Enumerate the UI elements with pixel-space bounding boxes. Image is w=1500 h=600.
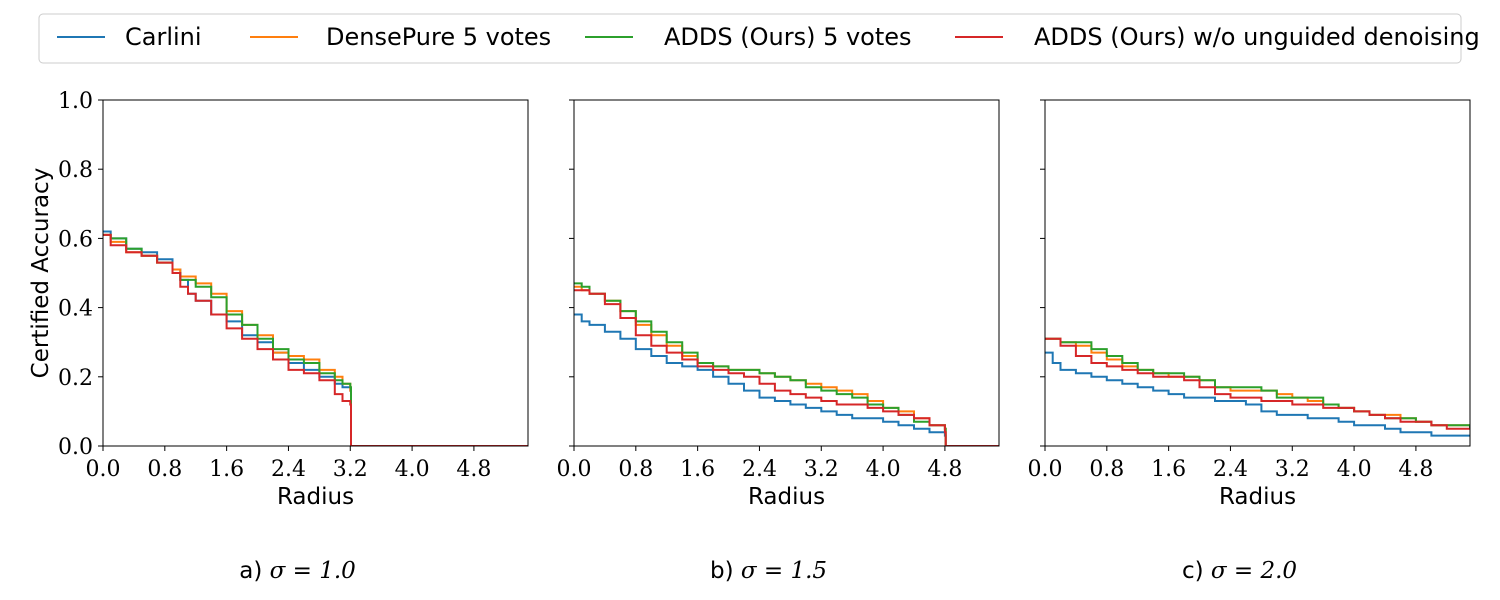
y-tick-label: 0.2 [58, 366, 93, 391]
y-tick-label: 0.8 [58, 158, 93, 183]
caption-prefix: a) [239, 558, 269, 584]
panel-caption: c) σ = 2.0 [1182, 558, 1297, 584]
x-tick-label: 1.6 [1151, 457, 1186, 482]
x-tick-label: 2.4 [1213, 457, 1248, 482]
series-group [1045, 337, 1470, 437]
x-tick-label: 0.0 [86, 457, 121, 482]
series-line-carlini [1045, 351, 1470, 437]
x-tick-label: 3.2 [1275, 457, 1310, 482]
caption-sigma: σ = 1.5 [741, 558, 827, 584]
series-line-densepure-5-votes [103, 233, 528, 446]
x-tick-label: 4.0 [866, 457, 901, 482]
series-line-densepure-5-votes [574, 285, 999, 446]
panel-a: 0.0 0.8 1.6 2.4 3.2 4.0 4.8 0.0 0.2 0.4 0.6 0.8 1.0 R… [28, 89, 529, 584]
legend-label-carlini: Carlini [125, 23, 202, 51]
legend-label-adds-no-unguided: ADDS (Ours) w/o unguided denoising [1034, 23, 1480, 51]
x-tick-label: 0.0 [557, 457, 592, 482]
series-group [574, 282, 999, 446]
series-line-adds-ours-w-o-unguided-denoising [103, 233, 528, 446]
panel-c: 0.0 0.8 1.6 2.4 3.2 4.0 4.8 Radius c) σ = 2.0 [1028, 99, 1471, 584]
series-line-adds-ours-5-votes [103, 233, 528, 446]
x-tick-label: 4.8 [1398, 457, 1433, 482]
series-line-densepure-5-votes [1045, 337, 1470, 429]
caption-sigma: σ = 1.0 [270, 558, 356, 584]
legend-label-densepure: DensePure 5 votes [326, 23, 551, 51]
x-tick-label: 3.2 [333, 457, 368, 482]
plot-frame [102, 99, 529, 447]
y-tick-label: 0.6 [58, 227, 93, 252]
y-tick-label: 0.0 [58, 435, 93, 460]
plot-frame [573, 99, 1000, 447]
legend-frame [38, 13, 1462, 64]
legend-label-adds-5-votes: ADDS (Ours) 5 votes [664, 23, 912, 51]
x-tick-label: 4.8 [927, 457, 962, 482]
x-axis-label: Radius [1219, 484, 1296, 510]
x-tick-label: 4.0 [1337, 457, 1372, 482]
caption-prefix: b) [710, 558, 741, 584]
series-line-adds-ours-w-o-unguided-denoising [1045, 337, 1470, 430]
panel-caption: b) σ = 1.5 [710, 558, 827, 584]
series-line-adds-ours-w-o-unguided-denoising [574, 289, 999, 446]
x-tick-label: 0.8 [1089, 457, 1124, 482]
x-tick-label: 2.4 [742, 457, 777, 482]
x-axis-label: Radius [748, 484, 825, 510]
series-line-carlini [103, 230, 528, 446]
x-tick-label: 0.8 [147, 457, 182, 482]
x-tick-label: 0.8 [618, 457, 653, 482]
legend: Carlini DensePure 5 votes ADDS (Ours) 5 … [38, 13, 1480, 64]
y-tick-label: 0.4 [58, 297, 93, 322]
series-line-adds-ours-5-votes [1045, 337, 1470, 429]
panel-b: 0.0 0.8 1.6 2.4 3.2 4.0 4.8 Radius b) σ = 1.5 [557, 99, 1000, 584]
caption-sigma: σ = 2.0 [1211, 558, 1297, 584]
panel-caption: a) σ = 1.0 [239, 558, 356, 584]
x-tick-label: 1.6 [680, 457, 715, 482]
series-group [103, 230, 528, 446]
x-tick-label: 4.0 [395, 457, 430, 482]
x-tick-label: 3.2 [804, 457, 839, 482]
x-tick-label: 1.6 [209, 457, 244, 482]
x-tick-label: 0.0 [1028, 457, 1063, 482]
x-axis-label: Radius [277, 484, 354, 510]
series-line-adds-ours-5-votes [574, 282, 999, 446]
x-tick-label: 2.4 [271, 457, 306, 482]
y-tick-label: 1.0 [58, 89, 93, 114]
series-line-carlini [574, 313, 999, 446]
caption-prefix: c) [1182, 558, 1211, 584]
y-axis-label: Certified Accuracy [28, 168, 54, 379]
plot-frame [1044, 99, 1471, 447]
x-tick-label: 4.8 [456, 457, 491, 482]
